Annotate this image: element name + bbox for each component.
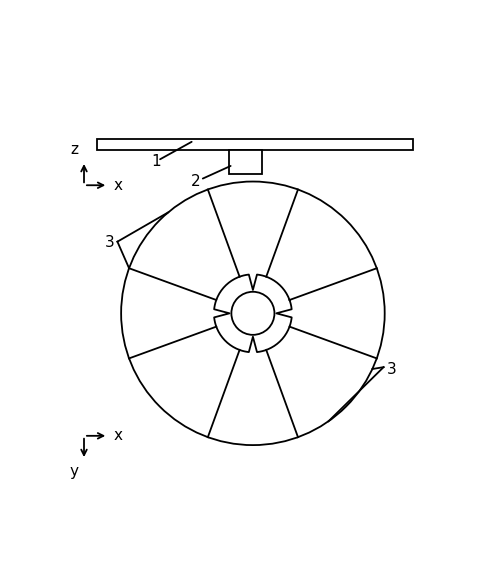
Text: 3: 3 <box>105 235 115 251</box>
Text: y: y <box>69 465 78 480</box>
Text: z: z <box>71 142 79 157</box>
Bar <box>97 139 412 150</box>
Text: 2: 2 <box>191 174 200 189</box>
Text: 3: 3 <box>387 361 397 376</box>
Bar <box>229 150 262 174</box>
Text: x: x <box>114 177 123 193</box>
Text: x: x <box>114 428 123 443</box>
Text: 1: 1 <box>151 154 161 169</box>
